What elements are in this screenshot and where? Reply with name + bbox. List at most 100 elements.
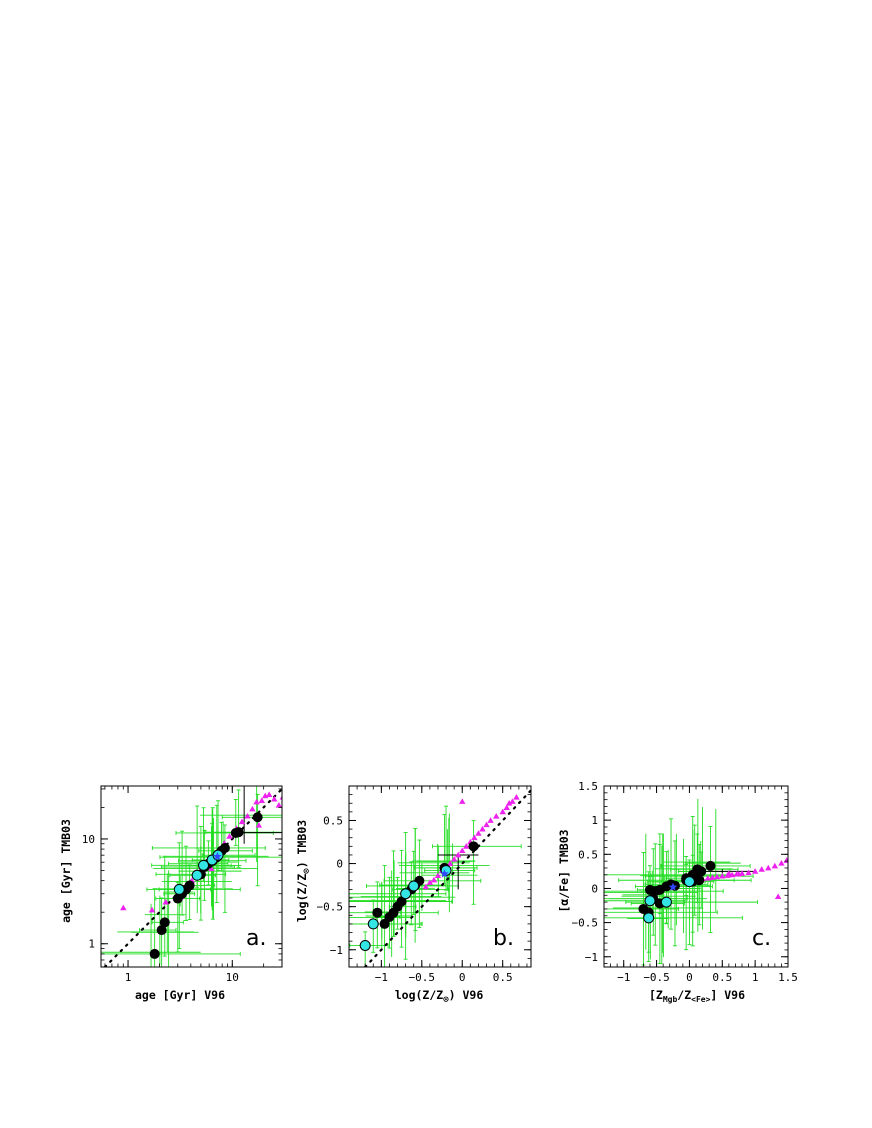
black-point (233, 827, 244, 838)
cyan-point (408, 880, 420, 892)
black-point (149, 948, 160, 959)
magenta-triangle-point (244, 812, 251, 819)
panel-a-age: age [Gyr] V96 age [Gyr] TMB03 a. 1 10 1 10 (59, 785, 283, 1002)
magenta-triangle-point (148, 906, 156, 913)
magenta-triangle-point (745, 869, 752, 876)
y-tick-label: −1 (330, 944, 343, 957)
magenta-triangle-point (253, 798, 260, 805)
x-tick-label: 0.5 (493, 971, 513, 984)
blue-star-point (213, 852, 222, 861)
panel-a-tag: a. (246, 926, 266, 951)
magenta-triangle-point (778, 859, 785, 866)
magenta-triangle-point (450, 856, 458, 862)
panel-b-tag: b. (493, 926, 514, 951)
magenta-triangle-point (430, 876, 438, 883)
magenta-triangle-point (208, 865, 215, 872)
panel-c-plot-area (604, 798, 788, 966)
magenta-triangle-point (751, 868, 759, 874)
magenta-triangle-point (226, 833, 233, 839)
x-tick-label: 1.5 (778, 971, 798, 984)
panel-a-plot-area (101, 786, 282, 967)
y-tick-label: 0.5 (323, 814, 343, 827)
magenta-triangle-point (513, 794, 520, 800)
black-point (252, 812, 263, 823)
magenta-triangle-point (455, 851, 462, 858)
cyan-point (660, 896, 672, 908)
cyan-point (198, 859, 210, 871)
panel-c-ylabel: [α/Fe] TMB03 (557, 829, 571, 912)
blue-star-point (440, 869, 449, 878)
cyan-point (400, 888, 412, 900)
magenta-triangle-point (459, 798, 466, 804)
magenta-triangle-point (275, 801, 282, 808)
magenta-triangle-point (771, 862, 779, 869)
magenta-triangle-point (463, 843, 470, 849)
x-tick-label: −1 (617, 971, 630, 984)
one-to-one-line (103, 787, 282, 967)
x-tick-label: −1 (375, 971, 388, 984)
magenta-triangle-point (719, 872, 726, 879)
magenta-triangle-point (446, 860, 454, 866)
magenta-triangle-point (475, 830, 482, 836)
panel-c-xlabel: [ZMgb/Z<Fe>] V96 (649, 988, 745, 1004)
cyan-point (173, 883, 185, 895)
magenta-triangle-point (255, 822, 263, 828)
panel-a-frame (100, 785, 283, 968)
y-tick-label: 1 (88, 938, 95, 951)
magenta-triangle-point (258, 797, 266, 804)
magenta-triangle-point (758, 866, 765, 872)
cyan-point (191, 869, 203, 881)
magenta-triangle-point (774, 893, 782, 900)
y-tick-label: −0.5 (572, 917, 599, 930)
magenta-triangle-point (279, 795, 282, 800)
y-tick-label: 0 (336, 858, 343, 871)
magenta-triangle-point (120, 904, 127, 911)
magenta-triangle-point (713, 873, 721, 880)
black-point (184, 880, 195, 891)
magenta-triangle-point (162, 898, 169, 905)
magenta-triangle-point (265, 791, 273, 797)
magenta-triangle-point (505, 800, 513, 806)
magenta-triangle-point (434, 872, 442, 879)
magenta-triangle-point (493, 812, 500, 819)
panel-c-tag: c. (752, 926, 771, 951)
y-tick-label: 1 (591, 814, 598, 827)
panel-b-plot-area (349, 789, 531, 967)
black-point (705, 860, 716, 871)
blue-star-point (668, 882, 678, 891)
y-tick-label: −0.5 (317, 901, 344, 914)
x-tick-label: 0 (686, 971, 693, 984)
magenta-triangle-point (426, 879, 434, 885)
x-tick-label: 1 (752, 971, 759, 984)
panel-b-frame (348, 785, 532, 968)
black-point (219, 842, 230, 853)
magenta-triangle-point (271, 795, 278, 802)
magenta-triangle-point (499, 808, 506, 815)
magenta-triangle-point (422, 883, 430, 890)
panel-b-metallicity: log(Z/Z⊙) V96 log(Z/Z⊙) TMB03 b. −1 −0.5 0… (295, 785, 532, 1005)
y-tick-label: 0 (591, 882, 598, 895)
x-tick-label: 0 (459, 971, 466, 984)
magenta-triangle-point (459, 847, 466, 854)
y-tick-label: −1 (585, 951, 598, 964)
x-tick-label: 10 (226, 971, 239, 984)
y-tick-label: 1.5 (578, 780, 598, 793)
panel-a-ylabel: age [Gyr] TMB03 (59, 819, 73, 923)
y-tick-label: 10 (82, 833, 95, 846)
x-tick-label: 1 (125, 971, 132, 984)
magenta-triangle-point (735, 870, 742, 877)
magenta-triangle-point (479, 825, 486, 832)
magenta-triangle-point (783, 857, 788, 863)
black-point (156, 925, 167, 936)
cyan-point (643, 912, 655, 924)
panel-a-xlabel: age [Gyr] V96 (135, 988, 225, 1002)
magenta-triangle-point (503, 804, 510, 810)
x-tick-label: −0.5 (409, 971, 436, 984)
magenta-triangle-point (487, 817, 494, 823)
black-point (159, 917, 170, 928)
black-point (468, 841, 479, 852)
magenta-triangle-point (509, 798, 516, 804)
magenta-triangle-point (471, 834, 478, 841)
black-point (372, 907, 383, 918)
panel-c-alpha-fe: [ZMgb/Z<Fe>] V96 [α/Fe] TMB03 c. −1 −0.5 0… (557, 780, 798, 1004)
